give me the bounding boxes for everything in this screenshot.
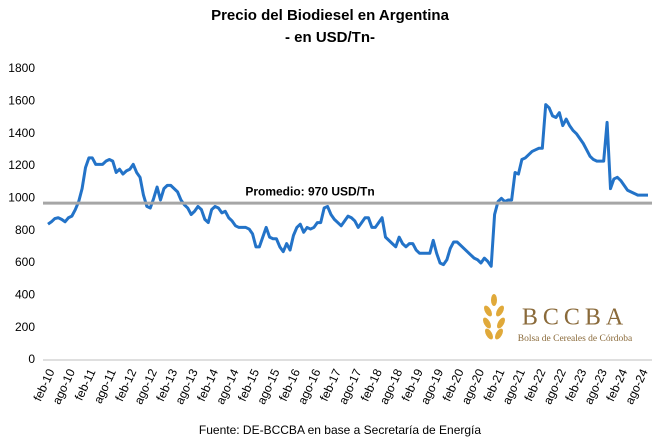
y-tick-label: 1800 — [8, 61, 35, 75]
chart-subtitle: - en USD/Tn- — [285, 29, 375, 46]
source: Fuente: DE-BCCBA en base a Secretaría de… — [199, 423, 481, 437]
y-tick-label: 1600 — [8, 94, 35, 108]
y-tick-label: 1200 — [8, 158, 35, 172]
chart-title: Precio del Biodiesel en Argentina — [211, 7, 449, 24]
y-tick-label: 200 — [15, 320, 35, 334]
logo-icon — [483, 294, 505, 340]
y-tick-label: 400 — [15, 288, 35, 302]
logo-name: BCCBA — [522, 305, 628, 331]
y-tick-label: 0 — [28, 352, 35, 366]
y-tick-label: 1400 — [8, 126, 35, 140]
y-tick-label: 600 — [15, 255, 35, 269]
y-tick-label: 800 — [15, 223, 35, 237]
price-line — [47, 103, 648, 268]
logo-text: Bolsa de Cereales de Córdoba — [518, 334, 633, 344]
y-tick-label: 1000 — [8, 191, 35, 205]
reference-label: Promedio: 970 USD/Tn — [245, 184, 374, 198]
